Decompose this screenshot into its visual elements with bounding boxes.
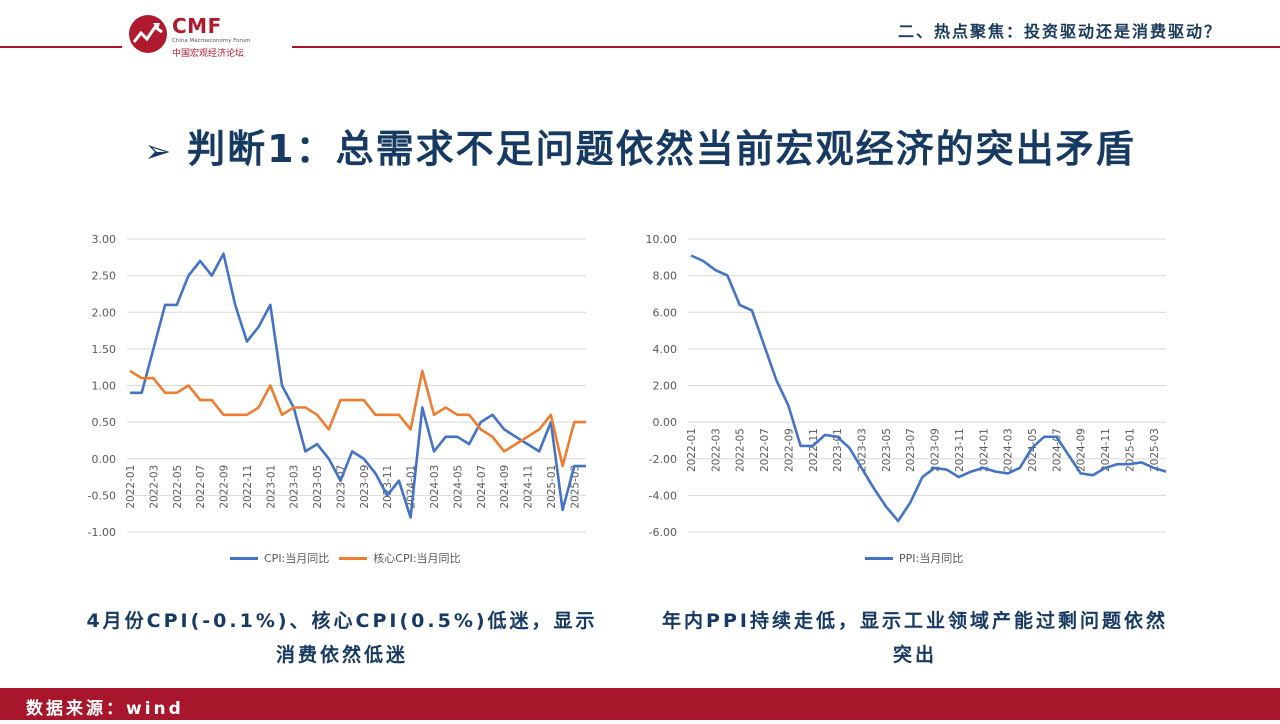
x-tick-label: 2024-07 [476, 465, 488, 509]
x-tick-label: 2024-03 [429, 465, 441, 509]
x-tick-label: 2022-05 [172, 465, 184, 509]
legend-swatch-core-cpi [339, 556, 368, 560]
caption-right: 年内PPI持续走低，显示工业领域产能过剩问题依然突出 [662, 610, 1168, 666]
chart-right-legend: PPI:当月同比 [865, 550, 963, 566]
logo-subtitle: China Macroeconomy Forum [172, 38, 251, 44]
legend-label-ppi: PPI:当月同比 [899, 552, 964, 565]
x-tick-label: 2022-01 [125, 465, 137, 509]
section-title: 二、热点聚焦：投资驱动还是消费驱动？ [897, 22, 1222, 41]
x-tick-label: 2023-07 [335, 465, 347, 509]
y-tick-label: 0.50 [92, 416, 117, 429]
x-tick-label: 2023-03 [289, 465, 301, 509]
logo-brand: CMF [172, 14, 222, 38]
series-line-0-0 [130, 252, 586, 519]
legend-swatch-cpi [230, 556, 258, 560]
legend-label-cpi: CPI:当月同比 [264, 552, 330, 565]
y-tick-label: 1.50 [92, 343, 117, 356]
chart-left-legend: CPI:当月同比 核心CPI:当月同比 [230, 550, 461, 566]
x-tick-label: 2024-05 [452, 465, 464, 509]
x-tick-label: 2025-03 [569, 465, 581, 509]
caption-left: 4月份CPI(-0.1%)、核心CPI(0.5%)低迷，显示消费依然低迷 [86, 610, 598, 666]
y-tick-label: 3.00 [92, 233, 117, 246]
x-tick-label: 2022-07 [195, 465, 207, 509]
page-title: ➢ 判断1：总需求不足问题依然当前宏观经济的突出矛盾 [0, 118, 1280, 173]
x-tick-label: 2024-09 [499, 465, 511, 509]
header-rule [0, 46, 1280, 48]
series-line-0-1 [129, 369, 586, 468]
y-tick-label: 2.50 [92, 270, 117, 283]
arrow-bullet-icon: ➢ [144, 132, 174, 170]
x-tick-label: 2025-01 [546, 465, 558, 509]
y-tick-label: 1.00 [92, 380, 117, 393]
x-tick-label: 2023-01 [265, 465, 277, 509]
x-tick-label: 2024-11 [523, 465, 535, 509]
y-tick-label: -0.50 [88, 489, 116, 502]
y-tick-label: 0.00 [92, 453, 117, 466]
legend-label-core-cpi: 核心CPI:当月同比 [373, 552, 461, 565]
footer-bar: 数据来源：wind [0, 688, 1280, 720]
logo-cn: 中国宏观经济论坛 [172, 49, 245, 59]
x-tick-label: 2023-05 [312, 465, 324, 509]
y-tick-label: -1.00 [88, 526, 116, 539]
legend-swatch-ppi [865, 556, 893, 560]
x-tick-label: 2023-11 [382, 465, 394, 509]
y-tick-label: 2.00 [92, 306, 117, 319]
x-tick-label: 2022-03 [148, 465, 160, 509]
x-tick-label: 2022-09 [219, 465, 231, 509]
logo-mark-icon [129, 15, 167, 53]
cmf-logo: CMF China Macroeconomy Forum 中国宏观经济论坛 [122, 8, 292, 59]
page-title-text: 判断1：总需求不足问题依然当前宏观经济的突出矛盾 [187, 127, 1136, 171]
data-source: 数据来源：wind [26, 699, 184, 719]
x-tick-label: 2023-09 [359, 465, 371, 509]
x-tick-label: 2022-11 [242, 465, 254, 509]
